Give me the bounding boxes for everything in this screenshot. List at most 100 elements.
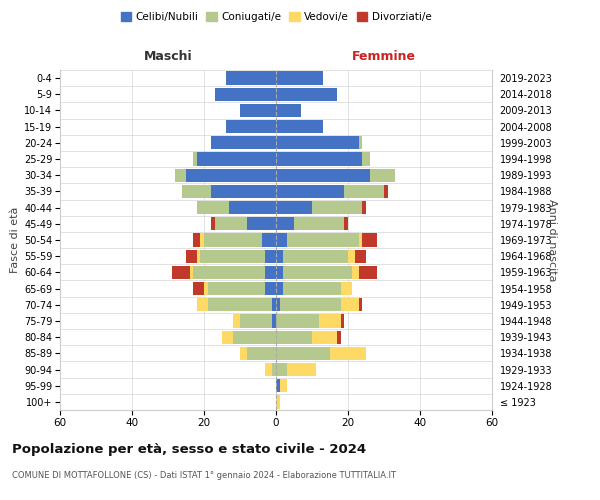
Bar xyxy=(330,346,366,360)
Bar xyxy=(208,298,272,312)
Bar xyxy=(276,88,337,101)
Bar xyxy=(276,266,283,279)
Bar xyxy=(211,185,276,198)
Bar xyxy=(276,346,330,360)
Bar xyxy=(280,379,287,392)
Bar xyxy=(287,234,359,246)
Bar xyxy=(211,136,276,149)
Bar xyxy=(265,266,276,279)
Bar xyxy=(197,298,208,312)
Bar xyxy=(276,104,301,117)
Bar xyxy=(294,217,344,230)
Bar xyxy=(215,217,247,230)
Bar xyxy=(172,266,190,279)
Bar xyxy=(319,314,341,328)
Text: Maschi: Maschi xyxy=(143,50,193,62)
Text: Femmine: Femmine xyxy=(352,50,416,62)
Bar xyxy=(287,363,316,376)
Bar xyxy=(359,136,362,149)
Bar xyxy=(193,266,265,279)
Bar xyxy=(229,201,276,214)
Bar xyxy=(276,314,319,328)
Bar xyxy=(276,185,344,198)
Bar xyxy=(272,314,276,328)
Bar xyxy=(276,234,287,246)
Bar xyxy=(283,282,341,295)
Bar xyxy=(193,152,197,166)
Bar xyxy=(265,363,272,376)
Bar xyxy=(276,250,283,263)
Bar xyxy=(344,185,384,198)
Bar xyxy=(233,314,240,328)
Bar xyxy=(341,282,352,295)
Bar xyxy=(233,330,276,344)
Bar xyxy=(272,298,276,312)
Bar xyxy=(190,266,193,279)
Bar xyxy=(344,217,348,230)
Bar xyxy=(362,152,370,166)
Bar xyxy=(276,282,283,295)
Bar xyxy=(200,234,204,246)
Bar xyxy=(204,282,208,295)
Bar xyxy=(355,250,366,263)
Bar xyxy=(362,234,377,246)
Bar xyxy=(384,185,388,198)
Bar xyxy=(175,168,186,182)
Bar xyxy=(276,298,280,312)
Bar xyxy=(276,152,362,166)
Bar xyxy=(265,250,276,263)
Bar xyxy=(370,168,395,182)
Bar xyxy=(276,379,280,392)
Legend: Celibi/Nubili, Coniugati/e, Vedovi/e, Divorziati/e: Celibi/Nubili, Coniugati/e, Vedovi/e, Di… xyxy=(116,8,436,26)
Text: COMUNE DI MOTTAFOLLONE (CS) - Dati ISTAT 1° gennaio 2024 - Elaborazione TUTTITAL: COMUNE DI MOTTAFOLLONE (CS) - Dati ISTAT… xyxy=(12,471,396,480)
Y-axis label: Fasce di età: Fasce di età xyxy=(10,207,20,273)
Bar xyxy=(208,282,265,295)
Bar xyxy=(362,201,366,214)
Bar xyxy=(352,266,359,279)
Bar xyxy=(262,234,276,246)
Bar xyxy=(211,217,215,230)
Bar xyxy=(193,234,200,246)
Bar xyxy=(182,185,211,198)
Bar xyxy=(276,217,294,230)
Bar xyxy=(337,330,341,344)
Bar xyxy=(276,330,312,344)
Bar xyxy=(200,250,265,263)
Bar xyxy=(197,152,276,166)
Bar xyxy=(359,266,377,279)
Bar xyxy=(215,88,276,101)
Bar xyxy=(226,120,276,134)
Bar xyxy=(204,234,262,246)
Bar xyxy=(341,298,359,312)
Bar xyxy=(341,314,344,328)
Y-axis label: Anni di nascita: Anni di nascita xyxy=(547,198,557,281)
Bar xyxy=(276,72,323,85)
Text: Popolazione per età, sesso e stato civile - 2024: Popolazione per età, sesso e stato civil… xyxy=(12,442,366,456)
Bar xyxy=(276,136,359,149)
Bar xyxy=(276,201,312,214)
Bar xyxy=(276,168,370,182)
Bar xyxy=(247,346,276,360)
Bar xyxy=(222,330,233,344)
Bar xyxy=(312,330,337,344)
Bar xyxy=(186,168,276,182)
Bar xyxy=(240,314,272,328)
Bar xyxy=(280,298,341,312)
Bar xyxy=(283,266,352,279)
Bar xyxy=(197,201,229,214)
Bar xyxy=(193,282,204,295)
Bar xyxy=(240,104,276,117)
Bar xyxy=(312,201,362,214)
Bar xyxy=(240,346,247,360)
Bar xyxy=(276,363,287,376)
Bar xyxy=(276,120,323,134)
Bar xyxy=(265,282,276,295)
Bar xyxy=(272,363,276,376)
Bar xyxy=(359,234,362,246)
Bar xyxy=(247,217,276,230)
Bar xyxy=(276,396,280,408)
Bar xyxy=(348,250,355,263)
Bar xyxy=(197,250,200,263)
Bar xyxy=(359,298,362,312)
Bar xyxy=(226,72,276,85)
